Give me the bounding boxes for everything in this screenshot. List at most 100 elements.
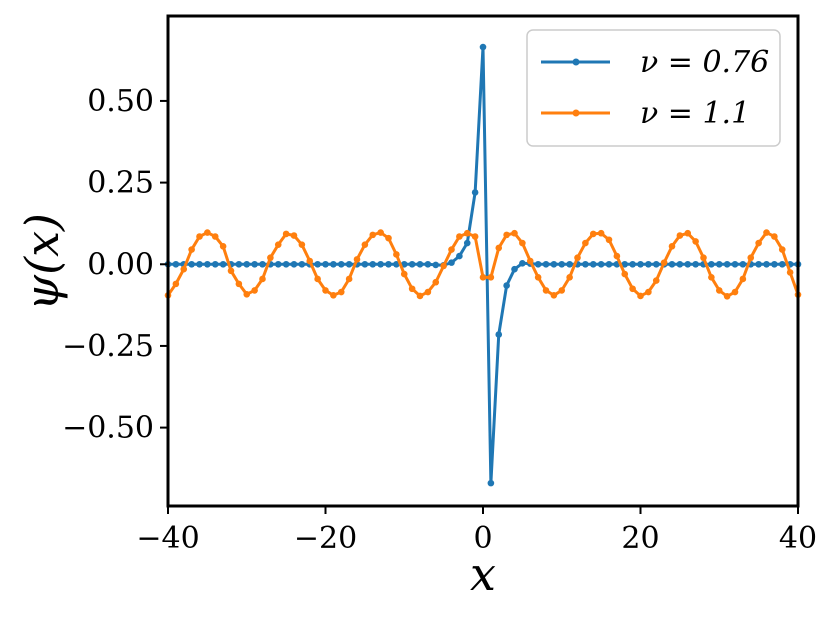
data-point [432, 261, 440, 269]
data-point [432, 278, 440, 286]
data-point [786, 269, 794, 276]
data-point [456, 233, 463, 240]
data-point [519, 239, 526, 247]
data-point [558, 260, 566, 268]
legend: ν = 0.76 ν = 1.1 [526, 29, 781, 147]
data-point [589, 230, 597, 238]
data-point [463, 239, 471, 247]
data-point [660, 259, 668, 266]
data-point [330, 292, 337, 299]
data-point [763, 229, 770, 236]
data-point [668, 243, 676, 250]
data-point [495, 331, 503, 338]
data-point [550, 260, 558, 268]
data-point [637, 260, 644, 268]
data-point [180, 265, 188, 273]
data-point [652, 277, 660, 284]
data-point [511, 265, 518, 273]
data-point [487, 479, 495, 487]
data-point [369, 260, 377, 268]
data-point [235, 260, 243, 268]
data-point [251, 287, 258, 294]
data-point [243, 291, 251, 298]
data-point [172, 280, 180, 288]
data-point [259, 260, 266, 268]
data-point [440, 262, 447, 270]
data-point [589, 260, 597, 268]
data-point [393, 251, 400, 258]
data-point [330, 260, 337, 268]
x-tick-label: −40 [136, 521, 199, 556]
data-point [542, 287, 550, 294]
data-point [755, 239, 762, 247]
data-point [416, 292, 424, 300]
series-1 [164, 229, 802, 300]
data-point [715, 260, 723, 268]
y-axis-ticks: 0.50 0.25 0.00 −0.25 −0.50 [62, 84, 168, 446]
legend-marker-nu-076 [572, 58, 580, 66]
data-point [188, 260, 195, 268]
data-point [778, 260, 786, 268]
data-point [196, 260, 203, 268]
data-point [715, 287, 723, 294]
data-point [227, 267, 235, 275]
data-point [582, 239, 589, 247]
data-point [511, 229, 518, 237]
data-point [534, 260, 542, 268]
y-tick-label: −0.50 [62, 411, 154, 446]
data-point [684, 260, 692, 268]
data-point [708, 274, 715, 281]
legend-marker-nu-11 [572, 109, 580, 117]
plot-marks [164, 43, 802, 487]
data-point [763, 260, 770, 268]
data-point [408, 285, 416, 293]
y-axis-label: ψ(x) [15, 213, 69, 311]
data-point [519, 259, 526, 267]
data-point [542, 260, 550, 268]
data-point [503, 231, 510, 239]
data-point [597, 229, 605, 237]
x-axis-label: x [470, 547, 496, 601]
data-point [369, 231, 377, 239]
data-point [274, 241, 282, 248]
data-point [771, 260, 778, 268]
data-point [314, 275, 321, 283]
data-point [219, 260, 227, 268]
data-point [337, 260, 345, 268]
data-point [416, 260, 424, 268]
data-point [723, 292, 731, 300]
data-point [621, 260, 629, 268]
data-point [306, 257, 314, 265]
data-point [471, 233, 479, 240]
data-point [274, 260, 282, 268]
data-point [243, 260, 251, 268]
data-point [314, 260, 321, 268]
data-point [605, 236, 613, 244]
data-point [652, 260, 660, 268]
data-point [692, 238, 699, 245]
x-axis-ticks: −40 −20 0 20 40 [136, 506, 817, 556]
data-point [235, 280, 243, 288]
data-point [448, 246, 455, 253]
data-point [377, 260, 384, 268]
data-point [597, 260, 605, 268]
data-point [424, 288, 432, 296]
x-tick-label: −20 [294, 521, 357, 556]
data-point [298, 241, 306, 248]
data-point [778, 246, 786, 253]
y-tick-label: −0.25 [62, 329, 154, 364]
data-point [251, 260, 258, 268]
data-point [645, 260, 652, 268]
data-point [322, 260, 329, 268]
data-point [188, 246, 195, 253]
data-point [684, 229, 692, 237]
data-point [377, 229, 384, 236]
data-point [267, 254, 274, 262]
data-point [219, 243, 227, 250]
data-point [487, 274, 495, 281]
data-point [676, 260, 684, 268]
data-point [211, 233, 219, 240]
data-point [353, 256, 361, 263]
data-point [755, 260, 762, 268]
data-point [290, 260, 298, 268]
